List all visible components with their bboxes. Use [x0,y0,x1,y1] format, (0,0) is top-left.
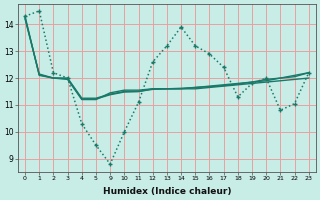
X-axis label: Humidex (Indice chaleur): Humidex (Indice chaleur) [103,187,231,196]
